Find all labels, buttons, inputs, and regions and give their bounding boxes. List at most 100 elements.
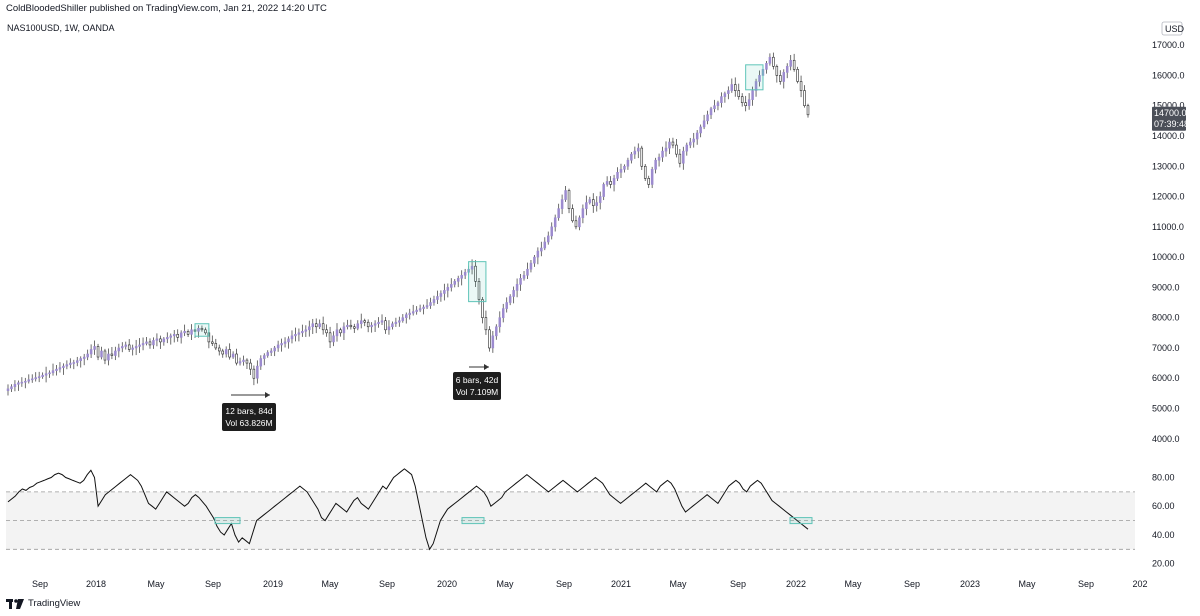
price-tick-label: 17000.0 xyxy=(1152,40,1185,50)
candle-body xyxy=(359,320,363,325)
candle-body xyxy=(228,349,231,358)
rsi-tick-label: 80.00 xyxy=(1152,472,1175,482)
candle-body xyxy=(668,141,671,149)
candle-body xyxy=(796,69,799,82)
candle-body xyxy=(560,199,564,209)
candle-body xyxy=(474,265,477,282)
candle-body xyxy=(65,364,69,367)
candle-body xyxy=(200,327,204,331)
candle-body xyxy=(314,323,318,328)
candle-body xyxy=(640,147,644,167)
candle-body xyxy=(519,278,522,285)
candle-body xyxy=(197,327,200,332)
time-tick-label: 2020 xyxy=(437,579,457,589)
candle-body xyxy=(498,317,502,328)
rsi-highlight-box xyxy=(789,517,813,525)
range-label-box xyxy=(453,372,501,400)
candle-body xyxy=(138,344,141,347)
rsi-highlight-box xyxy=(461,517,485,525)
candle-body xyxy=(612,178,616,185)
candle-body xyxy=(775,66,779,76)
candle-body xyxy=(633,150,637,155)
candle-body xyxy=(152,340,155,346)
candle-body xyxy=(51,370,55,374)
candle-body xyxy=(737,90,740,97)
candle-body xyxy=(366,321,370,328)
candle-body xyxy=(335,329,339,337)
candle-body xyxy=(238,361,242,364)
last-price-label: 14700.0 xyxy=(1154,108,1187,118)
candle-body xyxy=(387,326,391,331)
candle-body xyxy=(242,359,245,362)
time-tick-label: May xyxy=(496,579,514,589)
candle-body xyxy=(93,346,96,350)
candle-body xyxy=(720,96,723,103)
candle-body xyxy=(169,335,173,338)
time-tick-label: 2022 xyxy=(786,579,806,589)
candle-body xyxy=(30,378,34,381)
candle-body xyxy=(706,114,709,122)
candle-body xyxy=(318,323,321,328)
candle-body xyxy=(89,349,93,355)
rsi-tick-label: 60.00 xyxy=(1152,501,1175,511)
currency-box xyxy=(1161,21,1183,36)
candle-body xyxy=(17,382,20,385)
range-arrowhead xyxy=(265,392,270,398)
candle-body xyxy=(453,281,457,285)
candle-body xyxy=(661,150,664,158)
time-tick-label: May xyxy=(321,579,339,589)
time-tick-label: Sep xyxy=(730,579,746,589)
candle-body xyxy=(526,268,529,276)
candle-body xyxy=(145,341,148,344)
candle-body xyxy=(62,365,65,368)
candle-body xyxy=(481,299,484,318)
candle-body xyxy=(269,350,273,353)
candle-body xyxy=(114,350,117,356)
candle-body xyxy=(245,359,249,364)
candle-body xyxy=(574,220,578,228)
candle-body xyxy=(211,341,214,344)
rsi-highlight-box xyxy=(214,517,241,525)
candle-body xyxy=(695,132,699,140)
candle-body xyxy=(124,344,128,347)
time-tick-label: Sep xyxy=(556,579,572,589)
candle-body xyxy=(398,320,401,323)
candle-body xyxy=(370,324,373,328)
price-tick-label: 16000.0 xyxy=(1152,70,1185,80)
range-label-bars: 12 bars, 84d xyxy=(225,406,273,416)
rsi-line xyxy=(7,468,809,551)
candle-body xyxy=(117,347,121,352)
candle-body xyxy=(477,281,481,300)
candle-body xyxy=(429,302,432,306)
candle-body xyxy=(432,299,436,303)
candle-body xyxy=(782,72,786,82)
candle-body xyxy=(675,144,678,155)
candle-body xyxy=(13,383,17,388)
candle-body xyxy=(190,329,193,335)
countdown-label: 07:39:48 xyxy=(1154,119,1189,129)
candle-body xyxy=(602,184,605,197)
candle-body xyxy=(148,341,152,346)
candle-body xyxy=(176,334,179,338)
candle-body xyxy=(581,208,585,219)
candle-body xyxy=(325,329,328,334)
rsi-panel xyxy=(6,468,1135,551)
candle-body xyxy=(131,347,134,350)
candle-body xyxy=(768,56,772,64)
candle-body xyxy=(103,350,107,361)
price-tick-label: 10000.0 xyxy=(1152,252,1185,262)
candle-body xyxy=(76,360,79,363)
price-tick-label: 7000.0 xyxy=(1152,343,1180,353)
candle-body xyxy=(259,358,263,367)
range-arrowhead xyxy=(484,364,489,370)
candle-body xyxy=(183,331,186,334)
candle-body xyxy=(512,290,515,297)
candle-body xyxy=(294,334,297,337)
candle-body xyxy=(605,181,609,185)
candle-body xyxy=(547,235,550,243)
range-label-volume: Vol 63.826M xyxy=(225,418,272,428)
candle-body xyxy=(450,284,453,288)
time-tick-label: Sep xyxy=(1078,579,1094,589)
candle-body xyxy=(806,105,810,116)
